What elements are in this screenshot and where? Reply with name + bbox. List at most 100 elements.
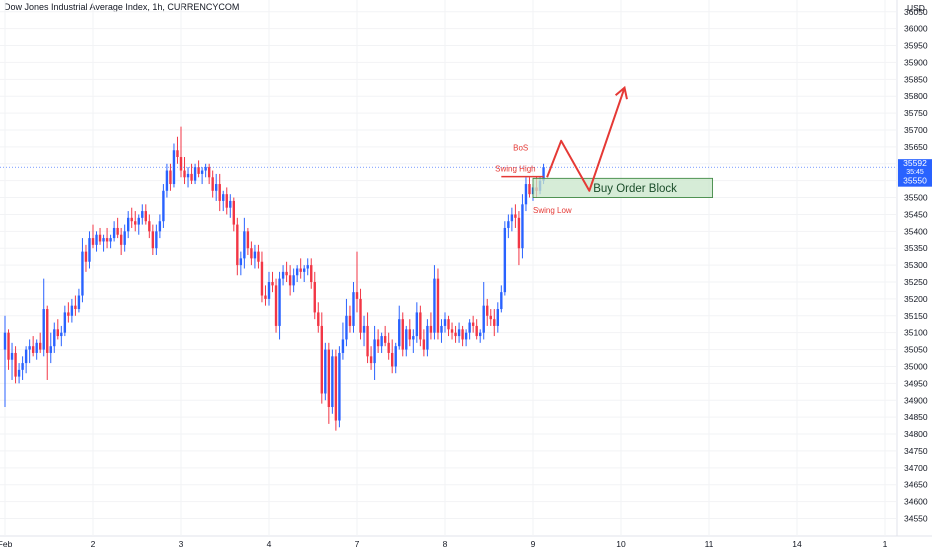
candle-body	[317, 312, 320, 326]
candle-body	[102, 238, 105, 242]
candle-body	[341, 339, 345, 353]
candle-body	[215, 184, 218, 191]
y-tick-label: 34550	[904, 513, 928, 523]
candle-body	[359, 298, 362, 333]
candle-body	[172, 150, 176, 185]
y-tick-label: 35400	[904, 226, 928, 236]
candle-body	[46, 309, 49, 353]
x-tick-label: 1	[883, 539, 888, 549]
candle-body	[183, 170, 186, 178]
candle-body	[77, 295, 81, 310]
candle-body	[281, 271, 285, 279]
candle-body	[39, 342, 42, 350]
candle-body	[169, 170, 172, 185]
candle-body	[10, 352, 14, 360]
candle-body	[475, 325, 478, 337]
price-axis[interactable]: USD 36050 36000 35950 35900 35850 35800 35750 3…	[898, 3, 932, 523]
candle-body	[486, 305, 489, 316]
candle-body	[292, 275, 295, 286]
candle-body	[88, 238, 91, 262]
candle-body	[299, 268, 302, 272]
last-price-badge	[898, 159, 932, 176]
candle-body	[489, 315, 492, 320]
candle-body	[313, 282, 316, 313]
y-tick-label: 35100	[904, 328, 928, 338]
candle-body	[105, 238, 109, 242]
chart-title: Dow Jones Industrial Average Index, 1h, …	[4, 2, 240, 12]
candle-body	[42, 309, 45, 350]
candle-body	[148, 221, 151, 232]
candle-body	[49, 346, 52, 353]
y-tick-label: 35250	[904, 277, 928, 287]
y-tick-label: 35350	[904, 243, 928, 253]
candle-body	[524, 184, 528, 205]
candle-body	[144, 211, 147, 222]
y-tick-label: 35650	[904, 142, 928, 152]
candle-body	[193, 167, 197, 181]
order-block-label: Buy Order Block	[593, 183, 677, 195]
candle-body	[542, 167, 545, 181]
candle-body	[415, 312, 419, 337]
candle-body	[493, 319, 496, 326]
candle-body	[246, 231, 250, 249]
candle-body	[109, 238, 112, 242]
grid	[0, 0, 896, 536]
candle-body	[176, 150, 179, 158]
candle-body	[218, 184, 221, 201]
projection-path	[546, 87, 626, 192]
y-tick-label: 35900	[904, 57, 928, 67]
last-price-countdown: 35:45	[906, 169, 924, 176]
candle-body	[320, 325, 323, 394]
candle-body	[345, 315, 348, 340]
candle-body	[155, 231, 158, 249]
candle-body	[67, 312, 70, 316]
candle-body	[165, 170, 169, 191]
candle-body	[130, 217, 133, 222]
candle-body	[236, 224, 239, 266]
candle-body	[369, 356, 373, 364]
candle-body	[207, 167, 211, 178]
candle-body	[394, 346, 397, 367]
candle-body	[98, 234, 102, 242]
price-marker-value: 35550	[903, 176, 927, 186]
candle-body	[327, 349, 331, 408]
candle-body	[278, 278, 281, 326]
candle-body	[267, 282, 271, 299]
candle-body	[405, 329, 408, 350]
candle-body	[310, 265, 313, 283]
candle-body	[517, 217, 521, 249]
time-axis[interactable]: Feb 2 3 4 7 8 9 10 11 14 1	[0, 539, 888, 549]
candle-body	[496, 309, 499, 326]
candle-body	[348, 315, 352, 326]
candle-body	[324, 349, 327, 394]
candle-body	[81, 251, 84, 296]
candle-body	[137, 217, 140, 225]
x-tick-label: 4	[267, 539, 272, 549]
candle-body	[271, 282, 274, 286]
x-tick-label: 11	[705, 539, 714, 549]
candle-body	[17, 369, 21, 377]
price-marker-badge	[898, 174, 932, 187]
candle-body	[243, 231, 246, 259]
candle-body	[376, 339, 380, 347]
candle-body	[123, 231, 126, 245]
y-tick-label: 34800	[904, 429, 928, 439]
x-tick-label: 2	[91, 539, 96, 549]
candle-body	[503, 227, 507, 293]
candle-body	[331, 356, 334, 408]
candle-body	[95, 234, 98, 245]
candle-body	[222, 194, 225, 201]
candle-body	[260, 261, 264, 296]
y-tick-label: 34900	[904, 395, 928, 405]
y-tick-label: 35450	[904, 209, 928, 219]
candle-body	[338, 352, 341, 421]
candle-body	[257, 251, 260, 262]
candle-body	[303, 268, 306, 272]
candle-body	[362, 325, 366, 333]
y-tick-label: 35050	[904, 345, 928, 355]
candle-body	[426, 325, 429, 350]
candle-body	[500, 292, 503, 310]
candle-body	[21, 363, 24, 370]
candle-body	[440, 325, 443, 333]
